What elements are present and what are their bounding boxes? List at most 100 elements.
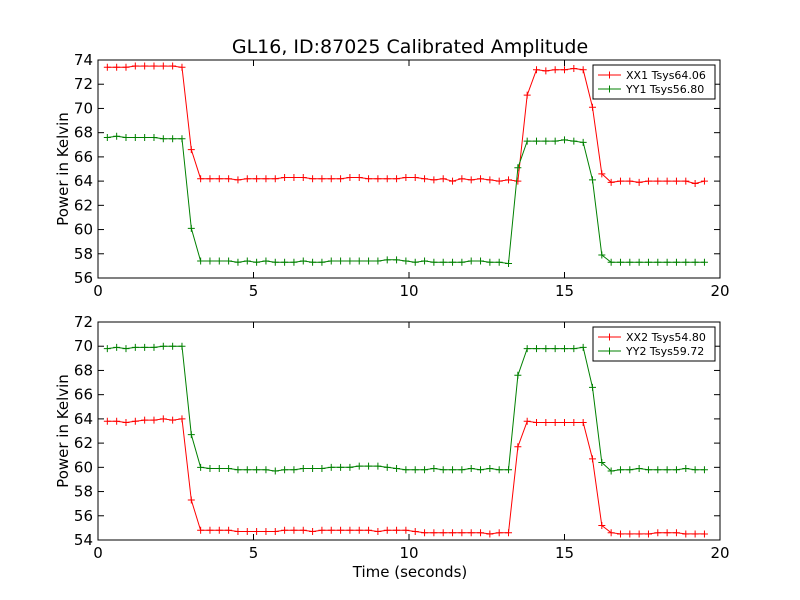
data-point: [672, 177, 680, 185]
data-point: [467, 176, 475, 184]
data-point: [505, 259, 513, 267]
data-point: [337, 257, 345, 265]
data-point: [318, 465, 326, 473]
data-point: [187, 496, 195, 504]
y-tick-label: 58: [74, 483, 93, 501]
y-tick-label: 68: [74, 124, 93, 142]
data-point: [234, 176, 242, 184]
data-point: [449, 466, 457, 474]
x-tick-label: 10: [399, 282, 418, 300]
data-point: [281, 526, 289, 534]
data-point: [122, 419, 130, 427]
data-point: [402, 173, 410, 181]
data-point: [421, 529, 429, 537]
data-point: [579, 138, 587, 146]
data-point: [206, 526, 214, 534]
x-tick-label: 0: [93, 282, 103, 300]
data-point: [644, 530, 652, 538]
data-point: [103, 417, 111, 425]
x-tick-label: 10: [399, 544, 418, 562]
data-point: [691, 258, 699, 266]
data-point: [439, 529, 447, 537]
data-point: [421, 175, 429, 183]
data-point: [588, 383, 596, 391]
data-point: [700, 258, 708, 266]
data-point: [383, 526, 391, 534]
data-point: [253, 528, 261, 536]
data-point: [253, 175, 261, 183]
data-point: [430, 258, 438, 266]
x-tick-label: 20: [710, 544, 729, 562]
data-point: [355, 257, 363, 265]
data-point: [393, 256, 401, 264]
data-point: [271, 467, 279, 475]
data-point: [495, 177, 503, 185]
y-tick-label: 64: [74, 410, 93, 428]
data-point: [346, 173, 354, 181]
data-point: [206, 465, 214, 473]
x-tick-label: 20: [710, 282, 729, 300]
data-point: [225, 175, 233, 183]
data-point: [691, 180, 699, 188]
data-point: [700, 466, 708, 474]
data-point: [672, 258, 680, 266]
data-point: [393, 526, 401, 534]
data-point: [309, 465, 317, 473]
data-point: [477, 257, 485, 265]
legend-marker: [606, 71, 613, 79]
data-point: [159, 415, 167, 423]
data-point: [355, 526, 363, 534]
x-tick-label: 5: [249, 282, 259, 300]
data-point: [365, 257, 373, 265]
data-point: [486, 530, 494, 538]
data-point: [318, 258, 326, 266]
data-point: [607, 529, 615, 537]
data-point: [467, 465, 475, 473]
y-tick-label: 56: [74, 507, 93, 525]
y-tick-label: 70: [74, 99, 93, 117]
data-point: [374, 257, 382, 265]
data-point: [178, 415, 186, 423]
data-point: [355, 173, 363, 181]
data-point: [505, 176, 513, 184]
data-point: [551, 66, 559, 74]
data-point: [346, 257, 354, 265]
data-point: [570, 345, 578, 353]
data-point: [299, 257, 307, 265]
data-point: [654, 177, 662, 185]
data-point: [234, 466, 242, 474]
data-point: [346, 526, 354, 534]
data-point: [626, 177, 634, 185]
data-point: [402, 257, 410, 265]
data-point: [514, 164, 522, 172]
data-point: [672, 466, 680, 474]
data-point: [616, 177, 624, 185]
data-point: [700, 530, 708, 538]
data-point: [271, 258, 279, 266]
data-point: [169, 342, 177, 350]
data-point: [150, 343, 158, 351]
data-point: [616, 530, 624, 538]
legend-entry-label: YY1 Tsys56.80: [625, 83, 704, 96]
data-point: [598, 170, 606, 178]
data-point: [103, 134, 111, 142]
data-point: [635, 530, 643, 538]
data-point: [682, 258, 690, 266]
data-point: [551, 137, 559, 145]
data-point: [187, 431, 195, 439]
data-point: [514, 177, 522, 185]
data-point: [570, 64, 578, 72]
data-point: [150, 416, 158, 424]
y-tick-label: 56: [74, 269, 93, 287]
data-point: [402, 466, 410, 474]
data-point: [187, 146, 195, 154]
data-point: [691, 530, 699, 538]
data-point: [626, 466, 634, 474]
series-red: [103, 62, 708, 188]
data-point: [486, 258, 494, 266]
data-point: [616, 258, 624, 266]
data-point: [505, 529, 513, 537]
data-point: [318, 175, 326, 183]
data-point: [505, 466, 513, 474]
data-point: [122, 345, 130, 353]
